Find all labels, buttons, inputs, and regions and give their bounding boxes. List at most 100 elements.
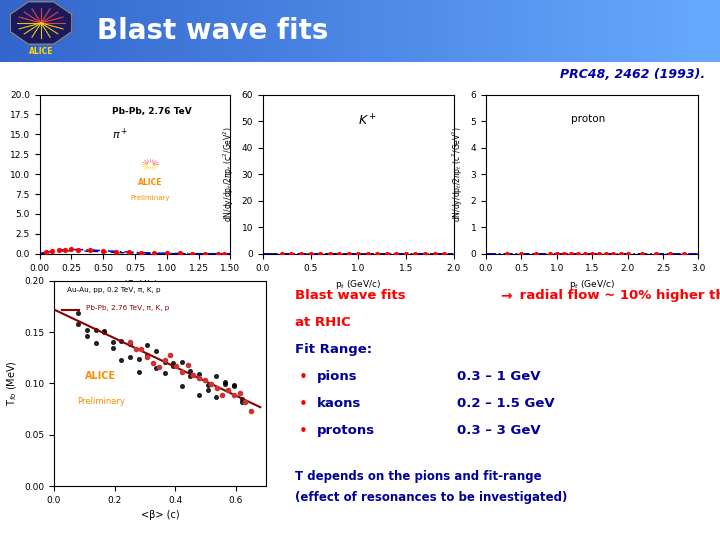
Point [381, 249, 392, 258]
X-axis label: p$_t$ (GeV/c): p$_t$ (GeV/c) [569, 278, 616, 291]
Point [116, 356, 127, 364]
Point [516, 249, 527, 258]
Point [429, 249, 441, 258]
Point [205, 380, 217, 389]
Point [107, 338, 119, 347]
Point [85, 246, 96, 254]
Point [73, 309, 84, 318]
Point [165, 351, 176, 360]
Point [217, 391, 228, 400]
Y-axis label: dN/dy/dp$_t$/2$\pi$p$_t$ (10$^2$ c$^2$/GeV$^2$): dN/dy/dp$_t$/2$\pi$p$_t$ (10$^2$ c$^2$/G… [0, 118, 4, 230]
X-axis label: p$_t$ (GeV/c): p$_t$ (GeV/c) [335, 278, 382, 291]
Point [608, 249, 619, 258]
Text: ALICE: ALICE [29, 46, 53, 56]
Point [558, 249, 570, 258]
Point [636, 249, 647, 258]
Point [333, 249, 345, 258]
Text: Preliminary: Preliminary [77, 397, 125, 406]
Text: ALICE: ALICE [85, 372, 117, 381]
Point [650, 249, 662, 258]
Point [580, 249, 591, 258]
Text: Pb-Pb, 2.76 TeV, π, K, p: Pb-Pb, 2.76 TeV, π, K, p [86, 306, 169, 312]
Point [622, 249, 634, 258]
Point [343, 249, 354, 258]
Point [159, 356, 171, 364]
Point [99, 327, 110, 336]
Point [123, 248, 135, 256]
Point [176, 382, 187, 390]
Point [90, 339, 102, 347]
Point [194, 374, 205, 382]
Y-axis label: T$_{fo}$ (MeV): T$_{fo}$ (MeV) [5, 361, 19, 406]
Point [59, 245, 71, 254]
Point [678, 249, 690, 258]
Text: (effect of resonances to be investigated): (effect of resonances to be investigated… [295, 491, 567, 504]
Point [148, 249, 160, 258]
Point [202, 386, 213, 395]
Point [400, 249, 412, 258]
Point [419, 249, 431, 258]
Point [174, 249, 185, 258]
Text: proton: proton [571, 113, 606, 124]
Point [125, 340, 136, 349]
Text: PRC48, 2462 (1993).: PRC48, 2462 (1993). [560, 68, 706, 81]
Point [202, 381, 213, 389]
Point [222, 386, 234, 394]
Text: •: • [299, 424, 307, 439]
Point [66, 245, 77, 254]
Text: Pb-Pb, 2.76 TeV: Pb-Pb, 2.76 TeV [112, 107, 192, 116]
Point [324, 249, 336, 258]
Polygon shape [10, 2, 72, 44]
Text: Blast wave fits: Blast wave fits [295, 289, 410, 302]
Text: $K^+$: $K^+$ [359, 113, 377, 129]
Point [236, 398, 248, 407]
Point [167, 359, 179, 367]
Point [130, 345, 141, 353]
Point [40, 248, 52, 256]
Point [47, 247, 58, 255]
Point [193, 391, 204, 400]
Text: T depends on the pions and fit-range: T depends on the pions and fit-range [295, 470, 542, 483]
Point [73, 319, 84, 328]
Point [219, 378, 230, 387]
Point [158, 358, 170, 367]
Point [97, 246, 109, 255]
Point [182, 361, 194, 369]
Point [565, 249, 577, 258]
Point [107, 343, 119, 352]
Point [199, 376, 211, 384]
Point [362, 249, 374, 258]
Point [199, 249, 211, 258]
Point [167, 361, 179, 370]
Point [295, 249, 307, 258]
Point [176, 358, 187, 367]
Point [142, 351, 153, 360]
Point [390, 249, 402, 258]
Point [90, 326, 102, 335]
Point [544, 249, 556, 258]
Text: Fit Range:: Fit Range: [295, 343, 372, 356]
Point [218, 249, 230, 258]
Point [53, 246, 65, 255]
Text: •: • [299, 397, 307, 412]
X-axis label: <β> (c): <β> (c) [141, 510, 179, 520]
Point [99, 327, 110, 336]
Point [153, 362, 164, 371]
Point [228, 381, 239, 389]
Point [133, 368, 145, 376]
Point [158, 369, 170, 377]
Point [219, 380, 230, 389]
Point [236, 395, 248, 404]
Point [150, 363, 162, 372]
Point [551, 249, 562, 258]
Point [276, 249, 288, 258]
Point [184, 366, 196, 375]
Text: →: → [500, 289, 512, 303]
Point [530, 249, 541, 258]
Point [315, 249, 326, 258]
Point [438, 249, 450, 258]
Point [186, 249, 198, 258]
Point [81, 332, 93, 341]
Point [228, 391, 240, 400]
Text: $\pi^+$: $\pi^+$ [112, 126, 128, 141]
